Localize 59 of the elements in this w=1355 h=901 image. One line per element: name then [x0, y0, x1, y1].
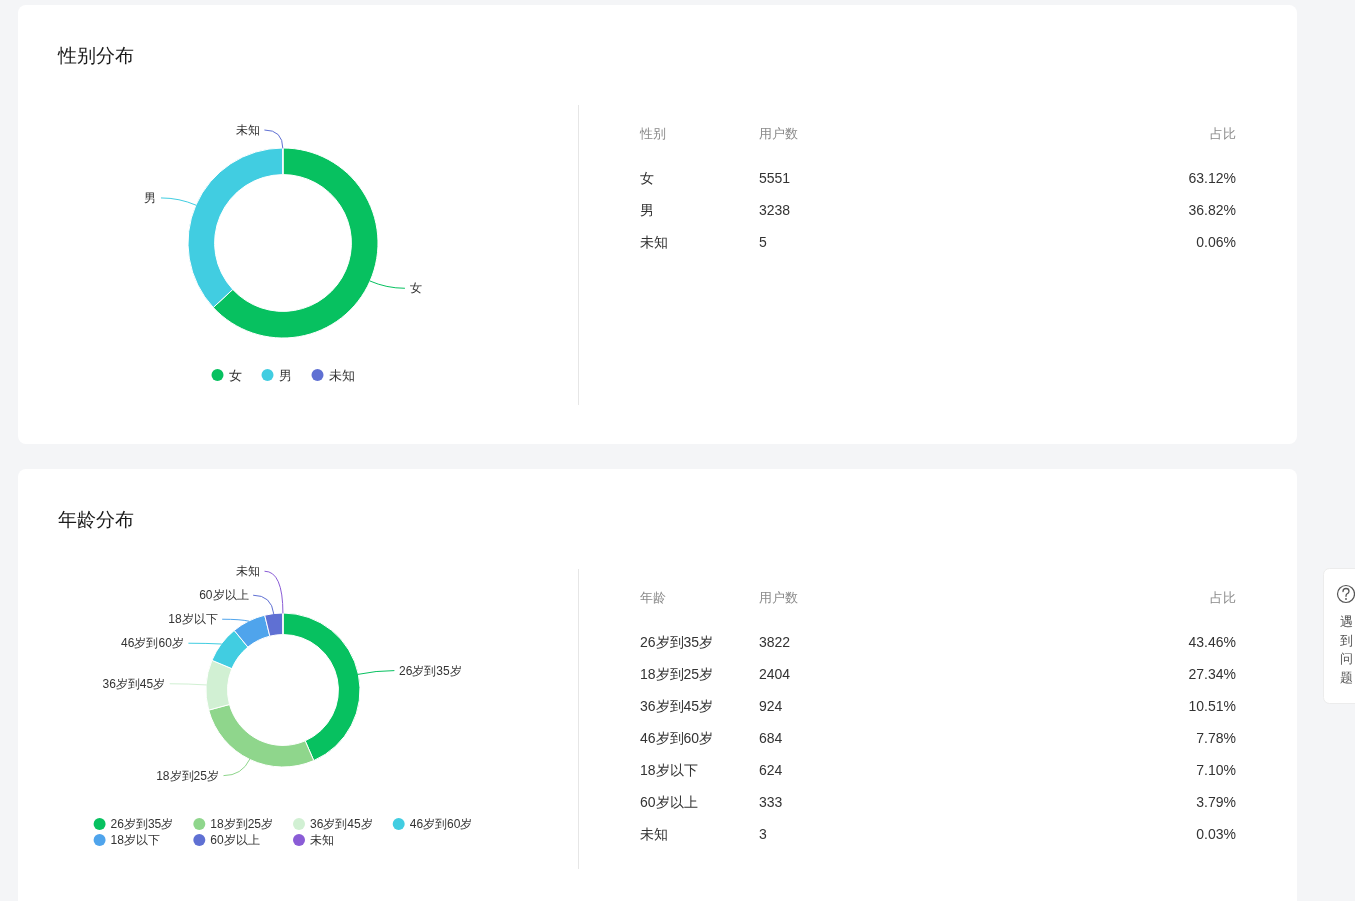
text: 占比 [1210, 125, 1236, 141]
text: 3 [759, 826, 767, 842]
legend-label: 18岁以下 [110, 833, 160, 847]
slice-label: 18岁到25岁 [156, 768, 219, 783]
text: 女 [640, 170, 654, 186]
slice-label: 未知 [235, 123, 260, 137]
legend-label: 女 [228, 367, 242, 383]
legend-label: 18岁到25岁 [210, 817, 273, 831]
text: 60岁以上 [640, 794, 698, 810]
chart-title: 年龄分布 [58, 508, 134, 530]
text: 5551 [759, 170, 791, 186]
slice-label: 46岁到60岁 [121, 636, 184, 651]
text: 0.03% [1196, 826, 1236, 842]
text: 624 [759, 762, 783, 778]
text: 18岁到25岁 [640, 666, 714, 682]
text: 占比 [1210, 589, 1236, 605]
text: 用户数 [759, 589, 798, 605]
legend-label: 60岁以上 [210, 833, 260, 847]
text: 10.51% [1188, 698, 1236, 714]
text: 63.12% [1188, 170, 1236, 186]
text: 男 [640, 202, 654, 218]
text: 3.79% [1196, 794, 1236, 810]
slice-label: 女 [409, 281, 422, 296]
slice-label: 26岁到35岁 [399, 663, 462, 678]
text: 年龄 [640, 589, 666, 605]
text: 3238 [759, 202, 791, 218]
text: 43.46% [1188, 634, 1236, 650]
legend-label: 未知 [328, 367, 355, 383]
text: 36岁到45岁 [640, 698, 714, 714]
slice-label: 36岁到45岁 [102, 676, 166, 691]
legend-label: 46岁到60岁 [409, 817, 473, 831]
text: 46岁到60岁 [640, 730, 714, 746]
text: 684 [759, 730, 783, 746]
slice-label: 60岁以上 [199, 588, 249, 603]
legend-label: 26岁到35岁 [110, 817, 174, 831]
text: 遇到问题 [1339, 613, 1353, 685]
legend-label: 未知 [310, 833, 334, 847]
text: 性别 [639, 125, 666, 141]
text: 26岁到35岁 [640, 634, 714, 650]
text: 7.78% [1196, 730, 1236, 746]
text: 7.10% [1196, 762, 1236, 778]
chart-title: 性别分布 [57, 44, 134, 66]
text: 未知 [640, 826, 668, 842]
legend-label: 男 [278, 367, 292, 383]
slice-label: 男 [144, 190, 157, 205]
text: 2404 [759, 666, 791, 682]
text: 36.82% [1188, 202, 1236, 218]
text: 3822 [759, 634, 791, 650]
slice-label: 未知 [235, 564, 260, 579]
text: 27.34% [1188, 666, 1236, 682]
text: 5 [759, 234, 767, 250]
slice-label: 18岁以下 [168, 612, 218, 627]
text: 924 [759, 698, 783, 714]
legend-label: 36岁到45岁 [310, 817, 373, 831]
text: 333 [759, 794, 783, 810]
text: 用户数 [759, 125, 798, 141]
text: 0.06% [1196, 234, 1236, 250]
text: 18岁以下 [640, 762, 698, 778]
text: 未知 [640, 234, 668, 250]
